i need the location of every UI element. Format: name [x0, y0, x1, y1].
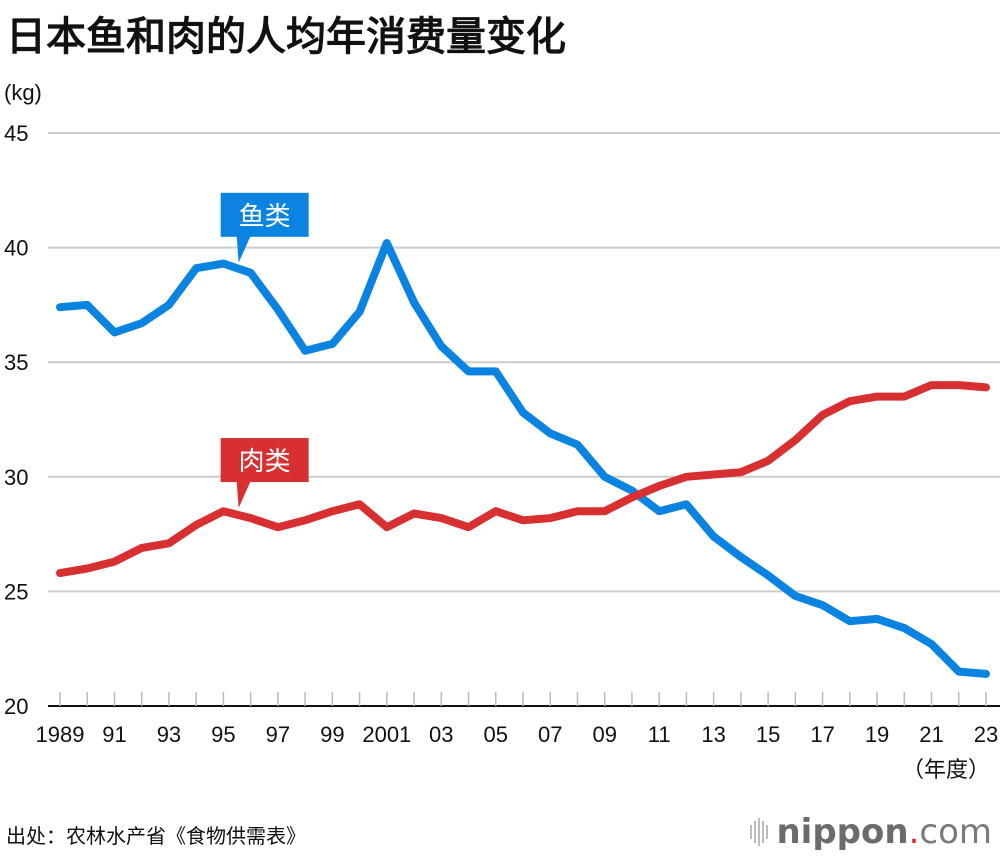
x-axis-tick-labels: 1989 91 93 95 97 99 2001 03 05 07 09 11 13 15 17 19 21 23 [36, 722, 999, 747]
logo-name: nippon [776, 812, 909, 852]
x-tick-label: 2001 [362, 722, 411, 747]
x-tick-label: 19 [865, 722, 889, 747]
nippon-logo: nippon. com [750, 812, 992, 852]
callout-pointer [236, 235, 251, 263]
callout-meat: 肉类 [220, 438, 309, 509]
callout-pointer [236, 481, 251, 509]
x-tick-label: 07 [538, 722, 562, 747]
callout-box [220, 192, 309, 237]
y-axis-unit-label: (kg) [4, 80, 42, 105]
x-tick-label: 21 [919, 722, 943, 747]
y-axis-ticks: 20 25 30 35 40 45 [4, 121, 28, 719]
x-tick-label: 11 [648, 722, 671, 747]
logo-dot: . [908, 812, 920, 852]
series-label: 肉类 [239, 447, 291, 477]
x-tick-label: 03 [429, 722, 453, 747]
x-tick-label: 1989 [36, 722, 85, 747]
x-tick-label: 13 [701, 722, 725, 747]
y-tick-label: 45 [4, 121, 28, 146]
gridlines [48, 132, 1000, 593]
x-tick-label: 99 [320, 722, 344, 747]
callout-fish: 鱼类 [220, 192, 309, 263]
y-tick-label: 20 [4, 694, 28, 719]
series-label: 鱼类 [239, 202, 291, 232]
callout-box [220, 438, 309, 483]
y-tick-label: 30 [4, 465, 28, 490]
x-tick-label: 17 [810, 722, 834, 747]
x-tick-label: 91 [102, 722, 126, 747]
x-tick-label: 97 [266, 722, 290, 747]
chart-title: 日本鱼和肉的人均年消费量变化 [6, 14, 566, 60]
series-lines [56, 239, 990, 678]
source-note: 出处：农林水产省《食物供需表》 [6, 824, 306, 848]
y-tick-label: 25 [4, 579, 28, 604]
x-tick-label: 09 [592, 722, 616, 747]
x-tick-label: 05 [484, 722, 508, 747]
logo-bars-icon [750, 818, 769, 846]
x-axis-unit-label: （年度） [901, 758, 990, 783]
x-tick-label: 95 [211, 722, 235, 747]
y-tick-label: 35 [4, 350, 28, 375]
y-tick-label: 40 [4, 236, 28, 261]
series-line-fish [56, 239, 990, 678]
x-axis [48, 692, 1000, 707]
logo-suffix: com [919, 812, 992, 852]
x-tick-label: 93 [157, 722, 181, 747]
x-tick-label: 15 [756, 722, 780, 747]
x-tick-label: 23 [974, 722, 998, 747]
